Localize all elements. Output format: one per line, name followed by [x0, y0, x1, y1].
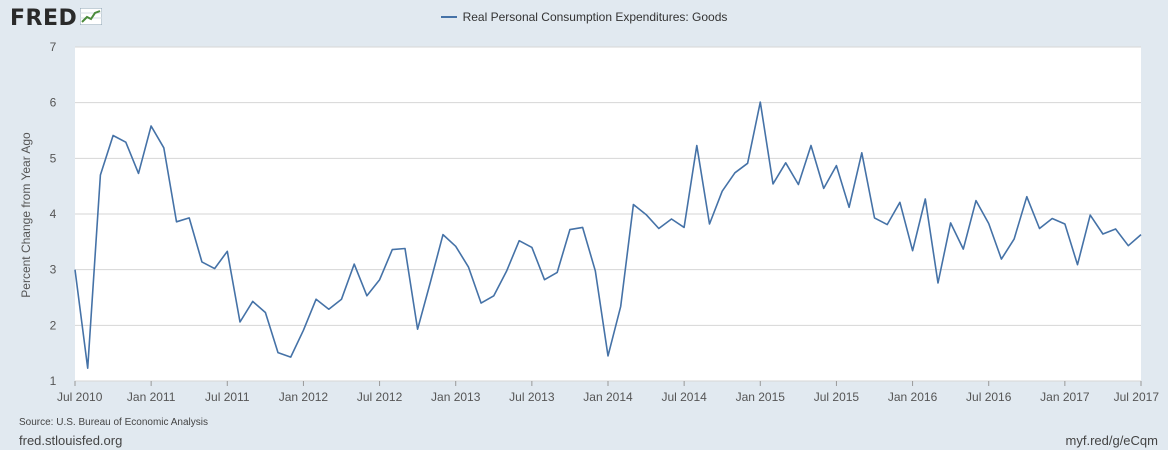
logo-text: FRED — [10, 6, 78, 31]
x-tick-label: Jan 2017 — [1040, 390, 1090, 404]
series-line — [74, 101, 1142, 369]
x-tick-label: Jul 2016 — [966, 390, 1012, 404]
x-tick-label: Jul 2015 — [814, 390, 860, 404]
x-tick-label: Jan 2014 — [583, 390, 633, 404]
legend-swatch — [440, 16, 457, 18]
short-url-link[interactable]: myf.red/g/eCqm — [1065, 433, 1158, 448]
y-tick-label: 6 — [50, 96, 57, 110]
y-tick-label: 7 — [50, 40, 57, 54]
x-tick-label: Jan 2015 — [736, 390, 786, 404]
x-tick-label: Jan 2011 — [127, 390, 176, 404]
y-tick-label: 1 — [50, 374, 57, 388]
x-tick-label: Jan 2012 — [279, 390, 329, 404]
x-tick-label: Jul 2012 — [357, 390, 403, 404]
x-tick-label: Jan 2016 — [888, 390, 938, 404]
x-tick-label: Jul 2011 — [205, 390, 250, 404]
y-tick-label: 3 — [50, 263, 57, 277]
x-tick-label: Jul 2017 — [1114, 390, 1160, 404]
x-tick-label: Jul 2014 — [661, 390, 707, 404]
x-tick-label: Jul 2010 — [57, 390, 103, 404]
y-tick-label: 2 — [50, 318, 57, 332]
source-note: Source: U.S. Bureau of Economic Analysis — [19, 417, 208, 428]
chart-legend[interactable]: Real Personal Consumption Expenditures: … — [0, 10, 1168, 24]
legend-label: Real Personal Consumption Expenditures: … — [462, 10, 728, 24]
y-tick-label: 4 — [50, 207, 57, 221]
y-tick-label: 5 — [50, 151, 57, 165]
site-link[interactable]: fred.stlouisfed.org — [19, 433, 123, 448]
x-tick-label: Jul 2013 — [509, 390, 555, 404]
x-tick-label: Jan 2013 — [431, 390, 481, 404]
